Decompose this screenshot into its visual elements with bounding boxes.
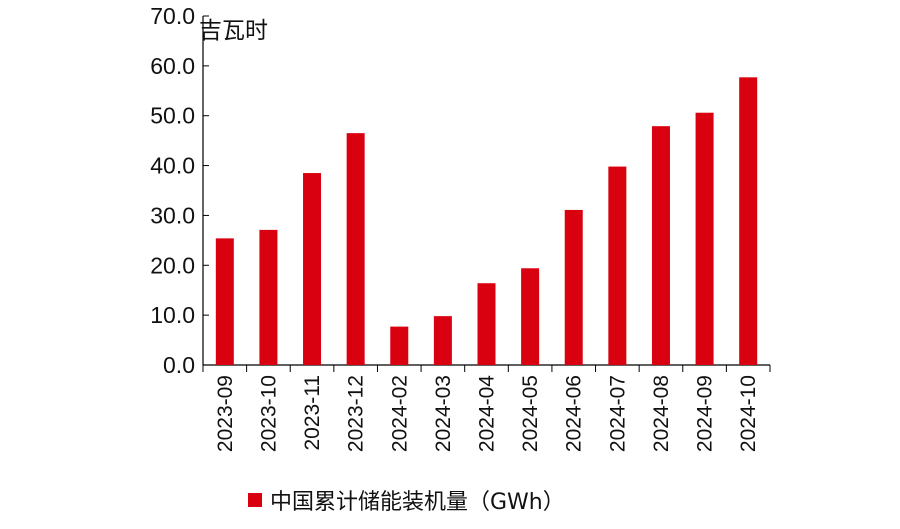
y-tick-label: 10.0: [150, 302, 195, 328]
bar-2024-04: [477, 283, 496, 365]
x-tick-label: 2024-10: [737, 375, 760, 452]
x-tick-label: 2024-04: [476, 375, 499, 452]
bar-2024-06: [564, 209, 583, 365]
bar-2024-08: [651, 126, 670, 365]
y-tick-label: 70.0: [150, 3, 195, 29]
y-tick-label: 60.0: [150, 53, 195, 79]
legend: 中国累计储能装机量（GWh）: [248, 484, 565, 516]
bar-2023-10: [259, 229, 278, 365]
x-tick-label: 2024-06: [563, 375, 586, 452]
y-tick-label: 20.0: [150, 252, 195, 278]
y-tick-label: 40.0: [150, 153, 195, 179]
legend-swatch: [248, 493, 262, 507]
bar-2024-10: [739, 77, 758, 366]
y-tick-label: 50.0: [150, 103, 195, 129]
bar-2023-12: [346, 133, 365, 365]
x-tick-label: 2023-12: [345, 375, 368, 452]
x-tick-label: 2024-02: [388, 375, 411, 452]
bar-2024-02: [390, 326, 409, 365]
x-tick-label: 2023-11: [301, 375, 324, 451]
x-tick-label: 2023-10: [257, 375, 280, 452]
x-tick-label: 2024-08: [650, 375, 673, 452]
bar-2023-09: [215, 238, 234, 365]
x-tick-label: 2024-09: [694, 375, 717, 452]
x-tick-label: 2024-03: [432, 375, 455, 452]
legend-label: 中国累计储能装机量（GWh）: [270, 490, 565, 515]
bar-2024-09: [695, 112, 714, 365]
bar-2024-07: [608, 166, 627, 365]
y-tick-label: 30.0: [150, 202, 195, 228]
bar-2024-05: [521, 268, 540, 365]
unit-label: 吉瓦时: [199, 18, 268, 44]
bar-2023-11: [303, 173, 322, 365]
x-tick-label: 2024-05: [519, 375, 542, 452]
x-tick-label: 2024-07: [606, 375, 629, 452]
bar-2024-03: [433, 316, 452, 365]
y-tick-label: 0.0: [163, 352, 195, 378]
x-tick-label: 2023-09: [214, 375, 237, 452]
